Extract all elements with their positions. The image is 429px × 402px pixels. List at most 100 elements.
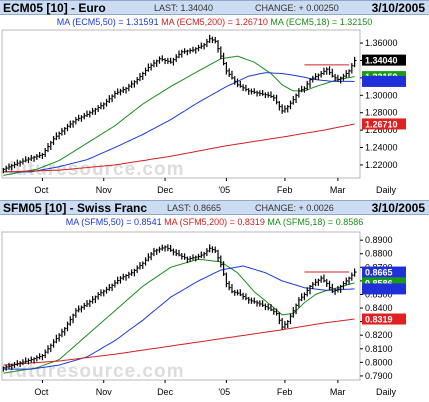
franc-price-bar [78,305,81,313]
franc-price-bar [164,245,168,252]
euro-price-bar [314,73,318,80]
franc-price-bar [337,285,340,293]
franc-price-bar [80,305,84,313]
franc-x-label: Oct [34,387,49,397]
franc-price-box-label: 0.8665 [365,268,393,278]
franc-price-box-label: 0.8319 [365,315,393,325]
euro-price-bar [214,36,218,44]
euro-price-bar [105,98,109,107]
euro-x-label: Mar [330,185,346,195]
franc-price-bar [147,253,151,262]
franc-price-bar [83,302,87,310]
franc-price-bar [328,280,332,291]
franc-price-bar [139,261,142,270]
franc-price-bar [345,277,349,286]
euro-price-bar [19,160,23,167]
franc-price-bar [153,247,156,257]
franc-period-label: Daily [376,387,397,397]
euro-price-bar [36,153,39,160]
franc-price-bar [217,249,221,262]
franc-price-bar [150,251,154,261]
euro-price-bar [156,59,159,67]
euro-change-value: CHANGE: + 0.00250 [255,3,339,13]
franc-price-bar [30,356,34,363]
euro-y-tick-label: 1.36000 [365,38,398,48]
franc-price-bar [220,255,223,268]
franc-price-bar [331,283,335,294]
euro-y-tick-label: 1.30000 [365,90,398,100]
euro-ma18-label: MA (ECM5,18) = 1.32150 [270,17,373,27]
euro-price-bar [209,34,212,44]
franc-price-bar [275,308,279,316]
euro-price-bar [189,48,193,54]
franc-price-bar [122,273,126,281]
euro-price-bar [231,70,234,80]
euro-price-bar [50,140,53,151]
euro-price-bar [292,96,296,105]
euro-price-bar [192,46,195,53]
euro-price-bar [245,84,248,92]
franc-price-bar [11,363,14,370]
franc-price-bar [211,246,215,253]
euro-price-bar [250,88,254,95]
euro-price-bar [317,73,321,81]
euro-ma-legend: MA (ECM5,50) = 1.31591 MA (ECM5,200) = 1… [0,16,429,28]
euro-price-bar [13,161,17,169]
euro-price-bar [275,94,279,105]
franc-price-bar [2,366,6,372]
franc-price-bar [136,265,140,273]
euro-price-bar [125,87,129,94]
franc-price-bar [103,289,106,297]
franc-price-bar [278,312,282,325]
franc-price-bar [273,307,276,315]
euro-price-bar [153,59,156,68]
franc-price-bar [108,284,112,291]
euro-price-bar [97,105,101,113]
euro-price-bar [136,77,140,85]
euro-price-bar [203,42,207,50]
franc-price-bar [170,245,173,252]
franc-price-bar [117,276,120,285]
franc-y-tick-label: 0.8800 [365,249,393,259]
euro-price-bar [119,88,123,96]
franc-price-bar [19,361,23,368]
franc-x-label: Nov [96,387,113,397]
euro-price-bar [5,165,9,173]
euro-price-bar [323,67,326,76]
euro-price-bar [320,70,324,78]
franc-price-bar [326,279,329,287]
euro-price-bar [326,67,329,75]
franc-price-bar [295,303,299,315]
franc-price-bar [312,281,315,290]
franc-price-bar [16,360,20,367]
euro-price-bar [89,110,92,118]
euro-price-bar [270,91,273,98]
franc-price-bar [75,308,78,318]
euro-price-bar [301,85,304,93]
euro-ma-series-2 [3,123,355,173]
euro-price-bar [108,95,112,103]
franc-price-bar [354,268,357,277]
franc-price-bar [100,289,103,297]
euro-price-bar [225,61,229,75]
euro-price-bar [30,154,34,162]
franc-price-bar [281,317,285,330]
franc-price-bar [248,296,251,304]
euro-plot-frame [1,29,361,179]
euro-price-bar [348,69,352,78]
franc-last-value: LAST: 0.8665 [167,203,222,213]
franc-price-bar [320,275,324,283]
franc-ma200-label: MA (SFM5,200) = 0.8319 [164,217,265,227]
euro-price-bar [220,46,223,59]
euro-price-box-3: 1.26710 [362,118,406,130]
franc-price-bar [158,246,162,253]
euro-price-bar [55,132,59,141]
euro-price-bar [200,42,204,49]
franc-ma-series-2 [3,318,355,366]
euro-price-bar [234,76,237,85]
franc-price-bar [183,253,187,260]
euro-price-bar [264,92,268,99]
franc-price-bar [27,358,31,365]
franc-price-bar [303,292,307,301]
franc-price-bar [292,307,296,318]
